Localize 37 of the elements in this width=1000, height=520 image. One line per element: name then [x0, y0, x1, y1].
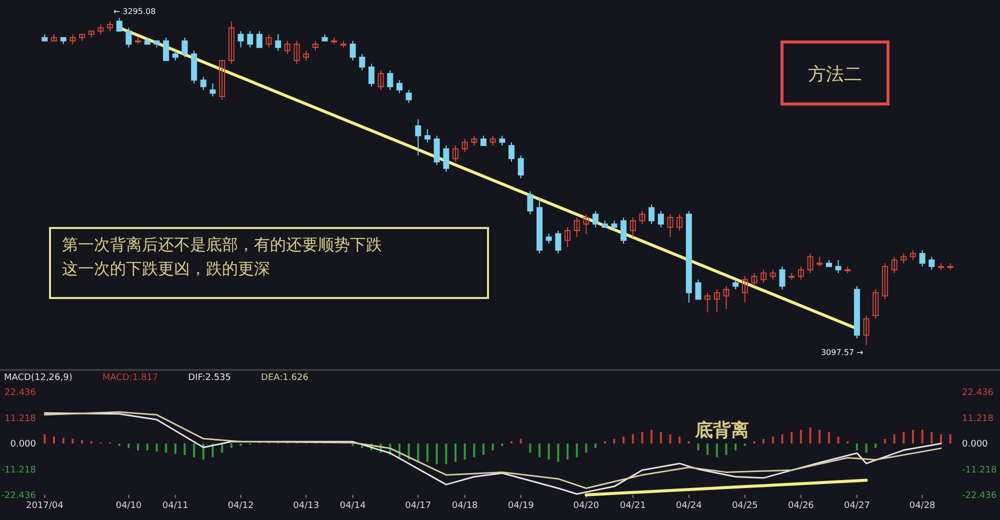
annotation: 这一次的下跌更凶，跌的更深	[62, 259, 270, 278]
text: DEA:1.626	[261, 373, 309, 383]
x-tick-label: 04/24	[676, 501, 702, 511]
x-tick-label: 04/20	[573, 501, 600, 511]
x-tick-label: 04/26	[788, 501, 814, 511]
x-tick-label: 04/13	[293, 501, 320, 511]
y-tick-label: 11.218	[4, 414, 36, 424]
x-tick-label: 04/27	[844, 501, 870, 511]
x-tick-label: 04/18	[452, 501, 478, 511]
annotation: 第一次背离后还不是底部，有的还要顺势下跌	[62, 235, 382, 254]
x-tick-label: 2017/04	[26, 501, 64, 511]
x-tick-label: 04/11	[162, 501, 188, 511]
x-tick-label: 04/25	[732, 501, 758, 511]
text: MACD:1.817	[102, 373, 158, 383]
y2-tick-label: -11.218	[962, 465, 998, 476]
annotation: 方法二	[808, 64, 862, 85]
x-tick-label: 04/28	[909, 501, 936, 511]
y2-tick-label: -22.436	[962, 491, 998, 501]
text: 3097.57 →	[820, 348, 864, 357]
y2-tick-label: 22.436	[962, 388, 994, 398]
x-tick-label: 04/14	[340, 501, 366, 511]
y-tick-label: -22.436	[1, 491, 36, 501]
x-tick-label: 04/12	[228, 501, 254, 511]
x-tick-label: 04/17	[405, 501, 432, 511]
y2-tick-label: 0.000	[962, 440, 988, 450]
x-tick-label: 04/21	[620, 501, 646, 511]
chart-title: MACD(12,26,9)	[4, 373, 72, 383]
method-box: 方法二	[780, 40, 890, 106]
text: ← 3295.08	[113, 7, 156, 16]
y-tick-label: -11.218	[1, 465, 36, 476]
annotation: 底背离	[694, 420, 749, 441]
x-tick-label: 04/10	[116, 501, 142, 511]
text: DIF:2.535	[188, 373, 232, 383]
y-tick-label: 0.000	[10, 440, 36, 450]
x-tick-label: 04/19	[508, 501, 534, 511]
y-tick-label: 22.436	[4, 388, 36, 398]
y2-tick-label: 11.218	[962, 414, 994, 424]
